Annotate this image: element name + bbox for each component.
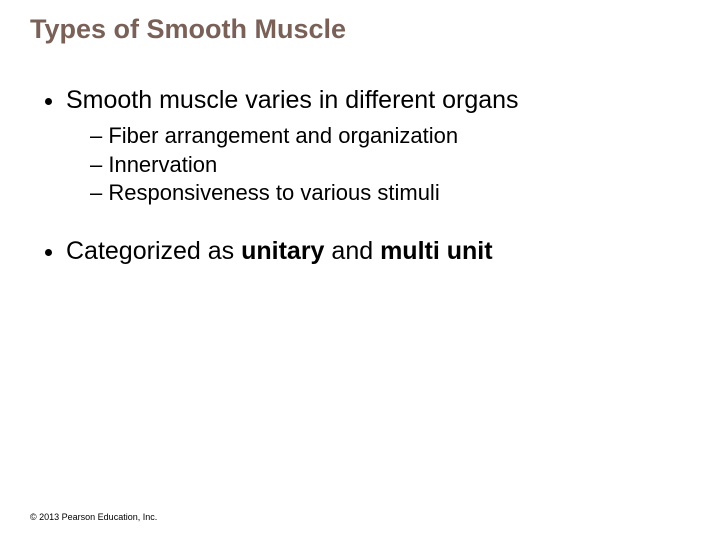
slide: Types of Smooth Muscle Smooth muscle var…: [0, 0, 720, 540]
copyright-text: © 2013 Pearson Education, Inc.: [30, 512, 157, 522]
bullet-list: Smooth muscle varies in different organs…: [42, 85, 690, 267]
sub-item-1-3: – Responsiveness to various stimuli: [90, 179, 690, 208]
slide-title: Types of Smooth Muscle: [30, 10, 690, 45]
bullet-item-2: Categorized as unitary and multi unit: [66, 236, 690, 267]
slide-body: Smooth muscle varies in different organs…: [30, 85, 690, 267]
sub-item-1-2: – Innervation: [90, 151, 690, 180]
bullet-item-1: Smooth muscle varies in different organs…: [66, 85, 690, 208]
bullet-item-2-bold1: unitary: [241, 237, 324, 265]
bullet-item-1-text: Smooth muscle varies in different organs: [66, 86, 519, 114]
sub-item-1-1: – Fiber arrangement and organization: [90, 122, 690, 151]
bullet-item-2-prefix: Categorized as: [66, 237, 241, 265]
sub-list-1: – Fiber arrangement and organization – I…: [90, 122, 690, 208]
bullet-item-2-mid: and: [324, 237, 380, 265]
bullet-item-2-bold2: multi unit: [380, 237, 492, 265]
